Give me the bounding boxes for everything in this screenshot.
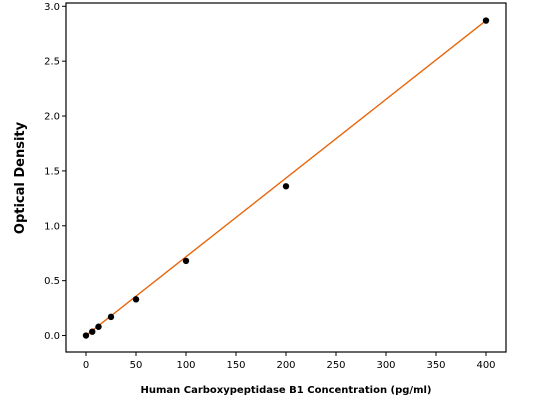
y-tick-label: 0.5 bbox=[44, 276, 60, 287]
x-tick-label: 0 bbox=[83, 360, 89, 371]
y-tick-label: 0.0 bbox=[44, 331, 60, 342]
data-points-layer bbox=[82, 17, 490, 339]
data-point bbox=[132, 296, 140, 303]
y-tick-label: 2.5 bbox=[44, 57, 60, 68]
data-point bbox=[482, 17, 490, 24]
y-tick-label: 2.0 bbox=[44, 112, 60, 123]
data-point bbox=[89, 328, 96, 335]
fit-line-layer bbox=[85, 20, 487, 337]
y-tick-label: 1.5 bbox=[44, 166, 60, 177]
y-tick-label: 3.0 bbox=[44, 2, 60, 13]
x-tick-label: 400 bbox=[476, 360, 495, 371]
data-point bbox=[82, 332, 90, 339]
data-point bbox=[107, 313, 115, 321]
x-tick-label: 200 bbox=[276, 360, 295, 371]
data-point bbox=[95, 323, 102, 330]
x-axis-title: Human Carboxypeptidase B1 Concentration … bbox=[140, 385, 431, 396]
x-tick-label: 250 bbox=[326, 360, 345, 371]
x-tick-label: 50 bbox=[130, 360, 143, 371]
y-axis-ticks: 0.0 0.5 1.0 1.5 2.0 2.5 3.0 bbox=[44, 2, 66, 342]
y-axis-title: Optical Density bbox=[13, 121, 28, 234]
x-tick-label: 150 bbox=[226, 360, 245, 371]
x-tick-label: 100 bbox=[176, 360, 195, 371]
fit-line bbox=[85, 20, 487, 337]
x-tick-label: 350 bbox=[426, 360, 445, 371]
x-axis-ticks: 0 50 100 150 200 250 300 350 400 bbox=[83, 352, 496, 371]
y-tick-label: 1.0 bbox=[44, 221, 60, 232]
x-tick-label: 300 bbox=[376, 360, 395, 371]
data-point bbox=[282, 183, 290, 190]
data-point bbox=[182, 257, 190, 265]
